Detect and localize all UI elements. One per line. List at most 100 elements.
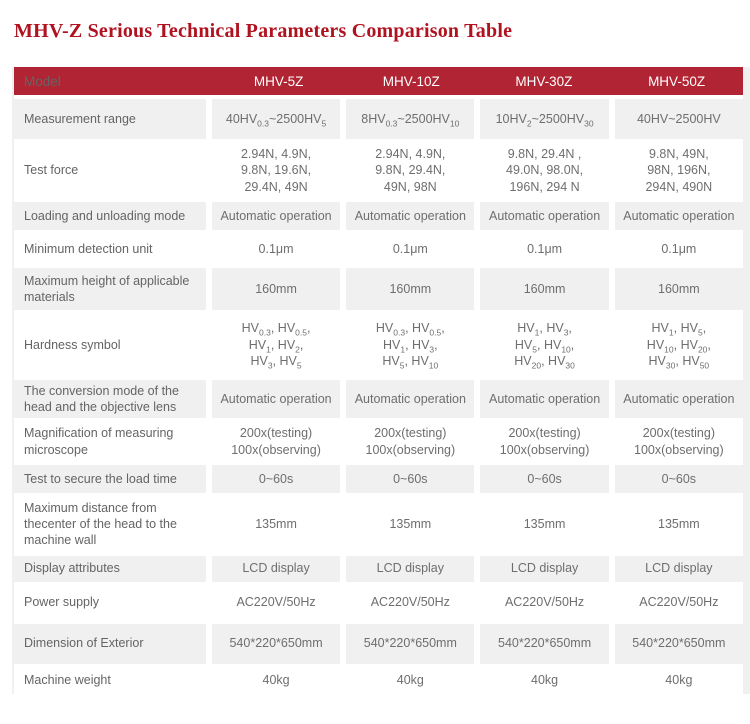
table-header-row: Model MHV-5Z MHV-10Z MHV-30Z MHV-50Z — [14, 67, 743, 95]
value-cell: 540*220*650mm — [480, 623, 609, 664]
value-cell: 160mm — [211, 267, 341, 310]
value-cell: LCD display — [211, 555, 341, 582]
value-cell: 8HV0.3~2500HV10 — [346, 99, 475, 139]
value-cell: 0~60s — [346, 464, 475, 493]
value-line: 0~60s — [393, 471, 428, 486]
table-row: Display attributes LCD display LCD display… — [14, 555, 743, 582]
header-cell-mhv-5z: MHV-5Z — [253, 73, 304, 89]
value-cell: 0.1μm — [480, 234, 608, 264]
value-line: 49N, 98N — [383, 179, 437, 194]
value-line: 40HV~2500HV — [636, 111, 721, 126]
value-cell: HV1, HV5, HV10, HV20, HV30, HV50 — [615, 314, 743, 376]
value-line: 8HV0.3~2500HV10 — [361, 111, 460, 129]
value-cell: 540*220*650mm — [614, 623, 743, 664]
value-cell: 160mm — [346, 267, 475, 310]
value-line: 160mm — [658, 281, 700, 296]
value-cell: Automatic operation — [480, 379, 609, 419]
row-label-text: Power supply — [24, 595, 100, 610]
row-label-text: Machine weight — [24, 673, 111, 688]
table-row: Loading and unloading mode Automatic oper… — [14, 201, 743, 230]
value-line: 40HV0.3~2500HV5 — [225, 111, 327, 129]
value-cell: 135mm — [212, 497, 340, 552]
value-line: 540*220*650mm — [498, 636, 592, 651]
value-cell: 0~60s — [480, 464, 609, 493]
row-label: Loading and unloading mode — [14, 201, 206, 230]
value-cell: Automatic operation — [211, 201, 341, 230]
table-row: Test force 2.94N, 4.9N, 9.8N, 19.6N, 29.4N,… — [14, 143, 743, 198]
value-line: 40kg — [396, 673, 424, 688]
table-row: Machine weight 40kg 40kg 40kg 40kg — [14, 668, 743, 694]
value-line: HV10, HV20, — [646, 337, 711, 355]
row-label: Maximum height of applicable materials — [14, 267, 206, 310]
value-cell: 40kg — [615, 668, 743, 694]
value-line: 160mm — [255, 281, 297, 296]
value-line: Automatic operation — [623, 391, 735, 406]
value-line: 100x(observing) — [499, 442, 590, 457]
value-cell: Automatic operation — [480, 201, 609, 230]
row-label: Minimum detection unit — [14, 234, 206, 264]
row-label-text: Minimum detection unit — [24, 241, 153, 256]
value-line: 540*220*650mm — [229, 636, 323, 651]
table-row: The conversion mode of the head and the … — [14, 379, 743, 419]
row-label: The conversion mode of the head and the … — [14, 379, 206, 419]
header-cell-mhv-30z: MHV-30Z — [515, 73, 573, 89]
header-cell-model: Model — [24, 73, 61, 89]
header-cell-mhv-10z: MHV-10Z — [382, 73, 440, 89]
value-line: 0.1μm — [527, 241, 563, 256]
value-cell: AC220V/50Hz — [480, 586, 608, 620]
value-line: 160mm — [523, 281, 566, 296]
value-line: 49.0N, 98.0N, — [506, 163, 584, 178]
value-cell: 200x(testing) 100x(observing) — [346, 422, 474, 461]
row-label-text: Hardness symbol — [24, 337, 121, 352]
value-line: HV0.3, HV0.5, — [375, 321, 445, 338]
value-line: HV0.3, HV0.5, — [241, 321, 311, 338]
value-cell: 540*220*650mm — [211, 623, 341, 664]
row-label-text: Test to secure the load time — [24, 471, 177, 486]
table-row: Hardness symbol HV0.3, HV0.5, HV1, HV2, HV3… — [14, 314, 743, 376]
value-line: HV1, HV5, — [651, 321, 707, 338]
value-line: 135mm — [658, 517, 700, 531]
row-label-text: Magnification of measuring microscope — [24, 426, 174, 457]
row-label-text: The conversion mode of the head and the … — [24, 383, 179, 414]
header-cell-mhv-50z: MHV-50Z — [648, 73, 706, 89]
value-line: 98N, 196N, — [647, 163, 711, 178]
value-cell: 9.8N, 49N, 98N, 196N, 294N, 490N — [615, 143, 743, 198]
value-line: HV5, HV10, — [514, 337, 575, 355]
value-line: 29.4N, 49N — [244, 179, 308, 194]
value-line: 200x(testing) — [642, 426, 715, 441]
value-line: 0.1μm — [392, 241, 428, 256]
value-cell: 135mm — [346, 497, 474, 552]
value-line: HV1, HV3, — [517, 321, 572, 338]
value-line: AC220V/50Hz — [236, 595, 316, 610]
value-cell: 10HV2~2500HV30 — [480, 99, 609, 139]
table-row: Measurement range 40HV0.3~2500HV5 8HV0.3~2… — [14, 99, 743, 139]
value-cell: HV0.3, HV0.5, HV1, HV3, HV5, HV10 — [346, 314, 474, 376]
value-line: 9.8N, 19.6N, — [240, 163, 312, 178]
row-label: Display attributes — [14, 555, 206, 582]
value-cell: Automatic operation — [614, 201, 743, 230]
value-line: 2.94N, 4.9N, — [240, 147, 312, 161]
value-cell: 2.94N, 4.9N, 9.8N, 29.4N, 49N, 98N — [346, 143, 474, 198]
value-line: 100x(observing) — [365, 442, 456, 457]
value-cell: 40HV~2500HV — [614, 99, 743, 139]
value-line: 9.8N, 49N, — [648, 147, 709, 161]
value-cell: 40HV0.3~2500HV5 — [211, 99, 341, 139]
table-rows: Measurement range 40HV0.3~2500HV5 8HV0.3~2… — [14, 99, 743, 694]
value-line: 160mm — [389, 281, 432, 296]
row-label: Maximum distance from thecenter of the h… — [14, 497, 206, 552]
value-line: 2.94N, 4.9N, — [375, 147, 446, 161]
value-cell: Automatic operation — [614, 379, 743, 419]
table-row: Minimum detection unit 0.1μm 0.1μm 0.1μm 0.1… — [14, 234, 743, 264]
value-cell: AC220V/50Hz — [346, 586, 474, 620]
value-cell: 40kg — [212, 668, 340, 694]
value-line: 9.8N, 29.4N , — [507, 147, 582, 161]
row-label: Measurement range — [14, 99, 206, 139]
table-row: Test to secure the load time 0~60s 0~60s 0~… — [14, 464, 743, 493]
row-label-text: Display attributes — [24, 561, 120, 576]
comparison-table: Model MHV-5Z MHV-10Z MHV-30Z MHV-50Z Measure… — [12, 67, 750, 694]
row-label-text: Dimension of Exterior — [24, 636, 144, 651]
value-line: 0~60s — [258, 471, 294, 486]
value-line: LCD display — [510, 561, 579, 576]
row-label-text: Test force — [24, 163, 79, 178]
value-line: 40kg — [531, 673, 559, 688]
